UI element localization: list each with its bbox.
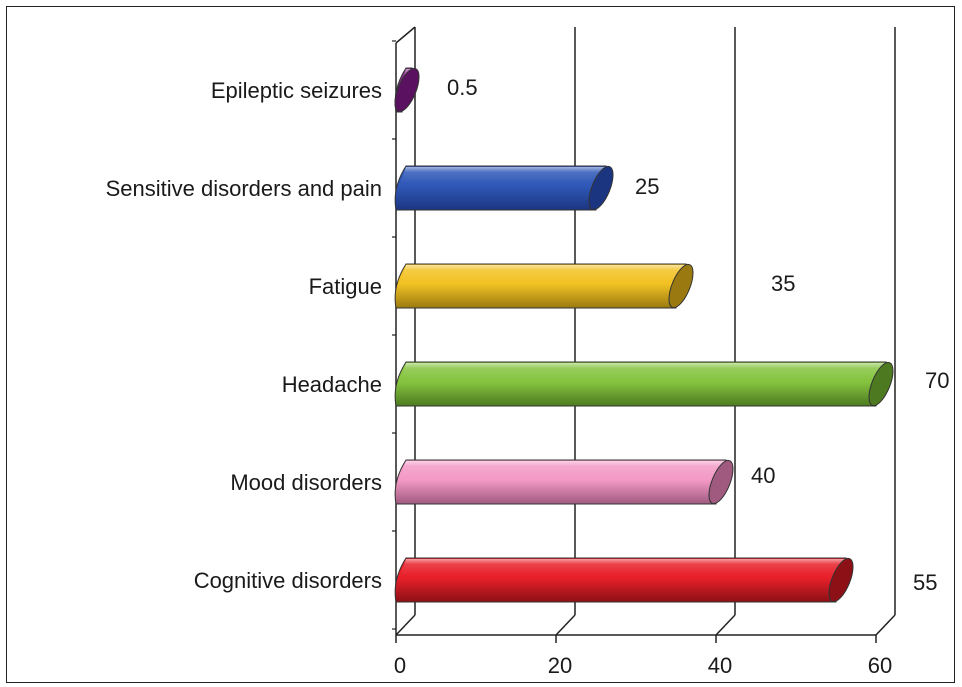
chart-walls xyxy=(392,26,896,643)
chart-frame: 0 20 40 60 Epileptic seizures Sensitive disor… xyxy=(6,6,955,683)
x-tick-label: 20 xyxy=(548,653,572,678)
bar-highlight xyxy=(400,167,606,184)
bar-highlight xyxy=(400,363,886,380)
x-tick-label: 0 xyxy=(394,653,406,678)
category-label: Headache xyxy=(282,372,382,397)
bar-end-cap xyxy=(668,263,694,309)
bar-highlight xyxy=(400,265,686,282)
data-label: 70 xyxy=(925,368,949,393)
floor-diagonal xyxy=(875,614,896,636)
x-tick-label: 60 xyxy=(868,653,892,678)
data-label: 55 xyxy=(913,570,937,595)
bar-end-cap xyxy=(828,557,854,603)
bar-highlight xyxy=(400,461,726,478)
category-label: Cognitive disorders xyxy=(194,568,382,593)
category-label: Sensitive disorders and pain xyxy=(106,176,382,201)
floor-diagonal xyxy=(715,614,736,636)
x-tick-label: 40 xyxy=(708,653,732,678)
floor-diagonal xyxy=(555,614,576,636)
data-label: 0.5 xyxy=(447,75,478,100)
bars-group xyxy=(394,67,894,603)
category-label: Mood disorders xyxy=(230,470,382,495)
bar-end-cap xyxy=(708,459,734,505)
bar-end-cap xyxy=(394,67,420,113)
data-label: 35 xyxy=(771,271,795,296)
bar-end-cap xyxy=(588,165,614,211)
category-label: Epileptic seizures xyxy=(211,78,382,103)
wall-top-edge xyxy=(395,26,416,44)
floor-diagonal xyxy=(395,614,416,636)
bar-chart: 0 20 40 60 Epileptic seizures Sensitive disor… xyxy=(106,26,950,678)
bar-highlight xyxy=(400,559,846,576)
category-label: Fatigue xyxy=(309,274,382,299)
data-label: 40 xyxy=(751,463,775,488)
data-label: 25 xyxy=(635,174,659,199)
labels-group: 0 20 40 60 Epileptic seizures Sensitive disor… xyxy=(106,75,950,678)
bar-end-cap xyxy=(868,361,894,407)
